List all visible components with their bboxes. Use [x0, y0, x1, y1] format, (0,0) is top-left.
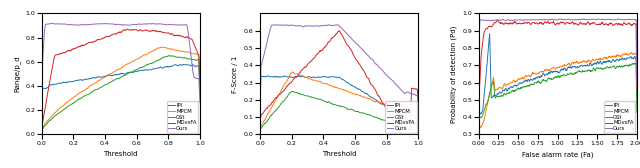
X-axis label: False alarm rate (Fa): False alarm rate (Fa)	[522, 151, 593, 158]
Y-axis label: Probability of detection (Pd): Probability of detection (Pd)	[451, 25, 457, 123]
Y-axis label: F-Score / 1: F-Score / 1	[232, 55, 238, 93]
Legend: IPI, MPCM, GSt, MDvsFA, Ours: IPI, MPCM, GSt, MDvsFA, Ours	[167, 101, 198, 133]
Legend: IPI, MPCM, GSt, MDvsFA, Ours: IPI, MPCM, GSt, MDvsFA, Ours	[604, 101, 636, 133]
X-axis label: Threshold: Threshold	[322, 151, 356, 157]
X-axis label: Threshold: Threshold	[104, 151, 138, 157]
Legend: IPI, MPCM, GSt, MDvsFA, Ours: IPI, MPCM, GSt, MDvsFA, Ours	[385, 101, 417, 133]
Y-axis label: Range/p_d: Range/p_d	[13, 56, 20, 92]
